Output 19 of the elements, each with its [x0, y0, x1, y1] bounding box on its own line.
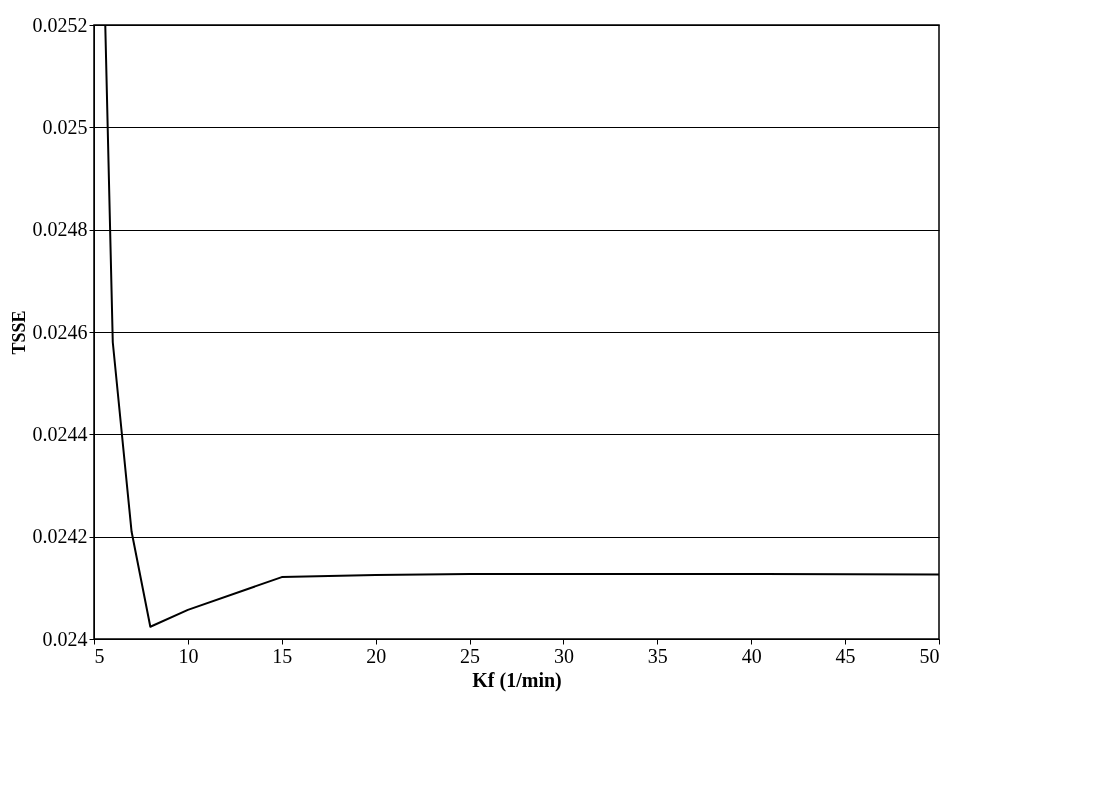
y-tick-label: 0.0242 — [32, 525, 88, 548]
x-tick-label: 5 — [94, 644, 105, 667]
y-tick-label: 0.0248 — [32, 218, 88, 241]
x-tick-label: 30 — [553, 644, 574, 667]
x-tick-label: 45 — [835, 644, 856, 667]
y-tick-label: 0.0252 — [32, 13, 88, 36]
y-tick-label: 0.025 — [42, 115, 88, 138]
x-tick-label: 35 — [647, 644, 668, 667]
y-axis-title: TSSE — [8, 310, 29, 355]
y-tick-label: 0.0246 — [32, 320, 88, 343]
y-tick-label: 0.024 — [42, 627, 88, 650]
x-tick-label: 20 — [366, 644, 387, 667]
x-tick-label: 50 — [919, 644, 940, 667]
x-tick-label: 10 — [178, 644, 199, 667]
y-tick-label: 0.0244 — [32, 422, 88, 445]
x-tick-label: 40 — [741, 644, 762, 667]
x-axis-title: Kf (1/min) — [472, 668, 562, 692]
x-tick-label: 25 — [460, 644, 481, 667]
x-tick-label: 15 — [272, 644, 293, 667]
